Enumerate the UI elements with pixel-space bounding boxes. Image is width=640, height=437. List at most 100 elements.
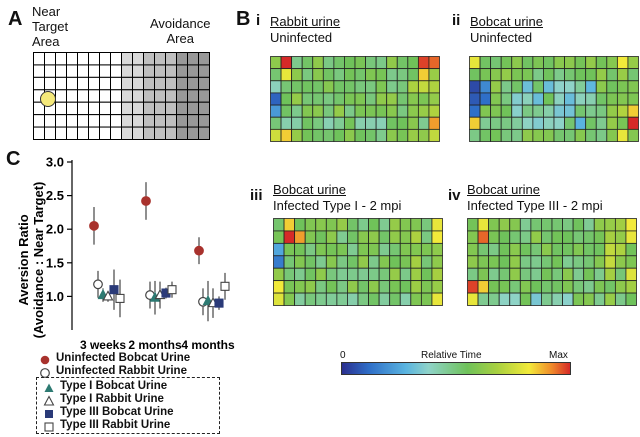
heatmap-cell — [625, 218, 637, 232]
heatmap-cell — [530, 267, 542, 282]
heatmap-cell — [301, 116, 314, 130]
heatmap-cell — [477, 280, 490, 294]
heatmap-cell — [280, 92, 293, 106]
heatmap-cell — [417, 80, 430, 94]
heatmap-cell — [431, 218, 443, 232]
heatmap-cell — [389, 280, 401, 294]
heatmap-cell — [564, 68, 576, 82]
heatmap-cell — [365, 128, 377, 142]
panel-c-label: C — [6, 148, 21, 170]
heatmap-cell — [336, 292, 348, 306]
heatmap-cell — [583, 267, 595, 282]
heatmap-cell — [365, 56, 377, 70]
heatmap-cell — [396, 128, 409, 142]
heatmap-iii-roman: iii — [250, 187, 263, 204]
heatmap-cell — [420, 242, 433, 257]
heatmap-cell — [511, 128, 523, 142]
arena-cell — [99, 126, 111, 140]
heatmap-cell — [389, 292, 401, 306]
heatmap-cell — [532, 80, 544, 94]
heatmap-cell — [315, 280, 327, 294]
heatmap-cell — [315, 292, 327, 306]
arena-cell — [176, 89, 188, 103]
heatmap-cell — [572, 242, 585, 257]
heatmap-cell — [386, 104, 398, 118]
arena-cell — [143, 101, 155, 116]
heatmap-cell — [562, 255, 574, 269]
arena-cell — [55, 64, 67, 78]
heatmap-cell — [407, 68, 419, 82]
arena-cell — [88, 114, 100, 128]
arena-cell — [88, 64, 100, 78]
filled-square-icon — [45, 410, 53, 418]
heatmap-cell — [627, 116, 639, 130]
heatmap-cell — [521, 80, 534, 94]
arena-cell — [132, 114, 144, 128]
heatmap-cell — [344, 104, 356, 118]
arena-cell — [44, 126, 56, 140]
heatmap-cell — [574, 128, 587, 142]
heatmap-cell — [291, 56, 303, 70]
heatmap-cell — [270, 128, 282, 142]
heatmap-cell — [312, 68, 324, 82]
heatmap-cell — [616, 116, 629, 130]
heatmap-cell — [498, 230, 511, 244]
heatmap-cell — [354, 68, 366, 82]
arena-cell — [176, 101, 188, 116]
heatmap-cell — [530, 218, 542, 232]
heatmap-cell — [498, 292, 511, 306]
heatmap-cell — [606, 104, 618, 118]
heatmap-cell — [488, 267, 500, 282]
heatmap-cell — [467, 218, 479, 232]
arena-cell — [165, 76, 177, 91]
heatmap-cell — [562, 230, 574, 244]
heatmap-cell — [325, 242, 338, 257]
heatmap-cell — [357, 218, 369, 232]
heatmap-ii-subtitle: Uninfected — [470, 30, 533, 45]
arena-cell — [187, 52, 199, 66]
arena-cell — [110, 64, 122, 78]
heatmap-cell — [593, 267, 606, 282]
heatmap-cell — [378, 218, 391, 232]
heatmap-cell — [519, 255, 532, 269]
heatmap-cell — [396, 116, 409, 130]
arena-cell — [33, 52, 45, 66]
heatmap-cell — [291, 80, 303, 94]
arena-cell — [187, 114, 199, 128]
heatmap-cell — [304, 218, 317, 232]
heatmap-cell — [347, 255, 359, 269]
arena-cell — [121, 114, 133, 128]
heatmap-cell — [410, 242, 422, 257]
heatmap-cell — [606, 80, 618, 94]
heatmap-cell — [469, 92, 481, 106]
heatmap-cell — [368, 280, 380, 294]
heatmap-cell — [333, 104, 345, 118]
arena-cell — [88, 52, 100, 66]
heatmap-cell — [375, 80, 388, 94]
arena-cell — [198, 52, 210, 66]
arena-cell — [165, 89, 177, 103]
heatmap-cell — [574, 68, 587, 82]
heatmap-cell — [583, 218, 595, 232]
heatmap-cell — [530, 255, 542, 269]
heatmap-cell — [420, 255, 433, 269]
heatmap-ii-title: Bobcat urine — [470, 14, 543, 29]
heatmap-cell — [490, 80, 502, 94]
heatmap-cell — [399, 255, 412, 269]
near-target-area-label: Near Target Area — [32, 4, 69, 49]
heatmap-cell — [301, 128, 314, 142]
heatmap-cell — [304, 230, 317, 244]
heatmap-cell — [431, 255, 443, 269]
heatmap-cell — [283, 218, 296, 232]
heatmap-cell — [407, 116, 419, 130]
heatmap-cell — [386, 116, 398, 130]
y-tick-label: 1.0 — [46, 289, 64, 304]
heatmap-cell — [420, 230, 433, 244]
heatmap-cell — [479, 116, 492, 130]
heatmap-cell — [410, 292, 422, 306]
arena-cell — [187, 64, 199, 78]
y-tick-label: 1.5 — [46, 255, 64, 270]
heatmap-cell — [541, 218, 553, 232]
heatmap-cell — [477, 230, 490, 244]
y-tick-label: 2.5 — [46, 188, 64, 203]
